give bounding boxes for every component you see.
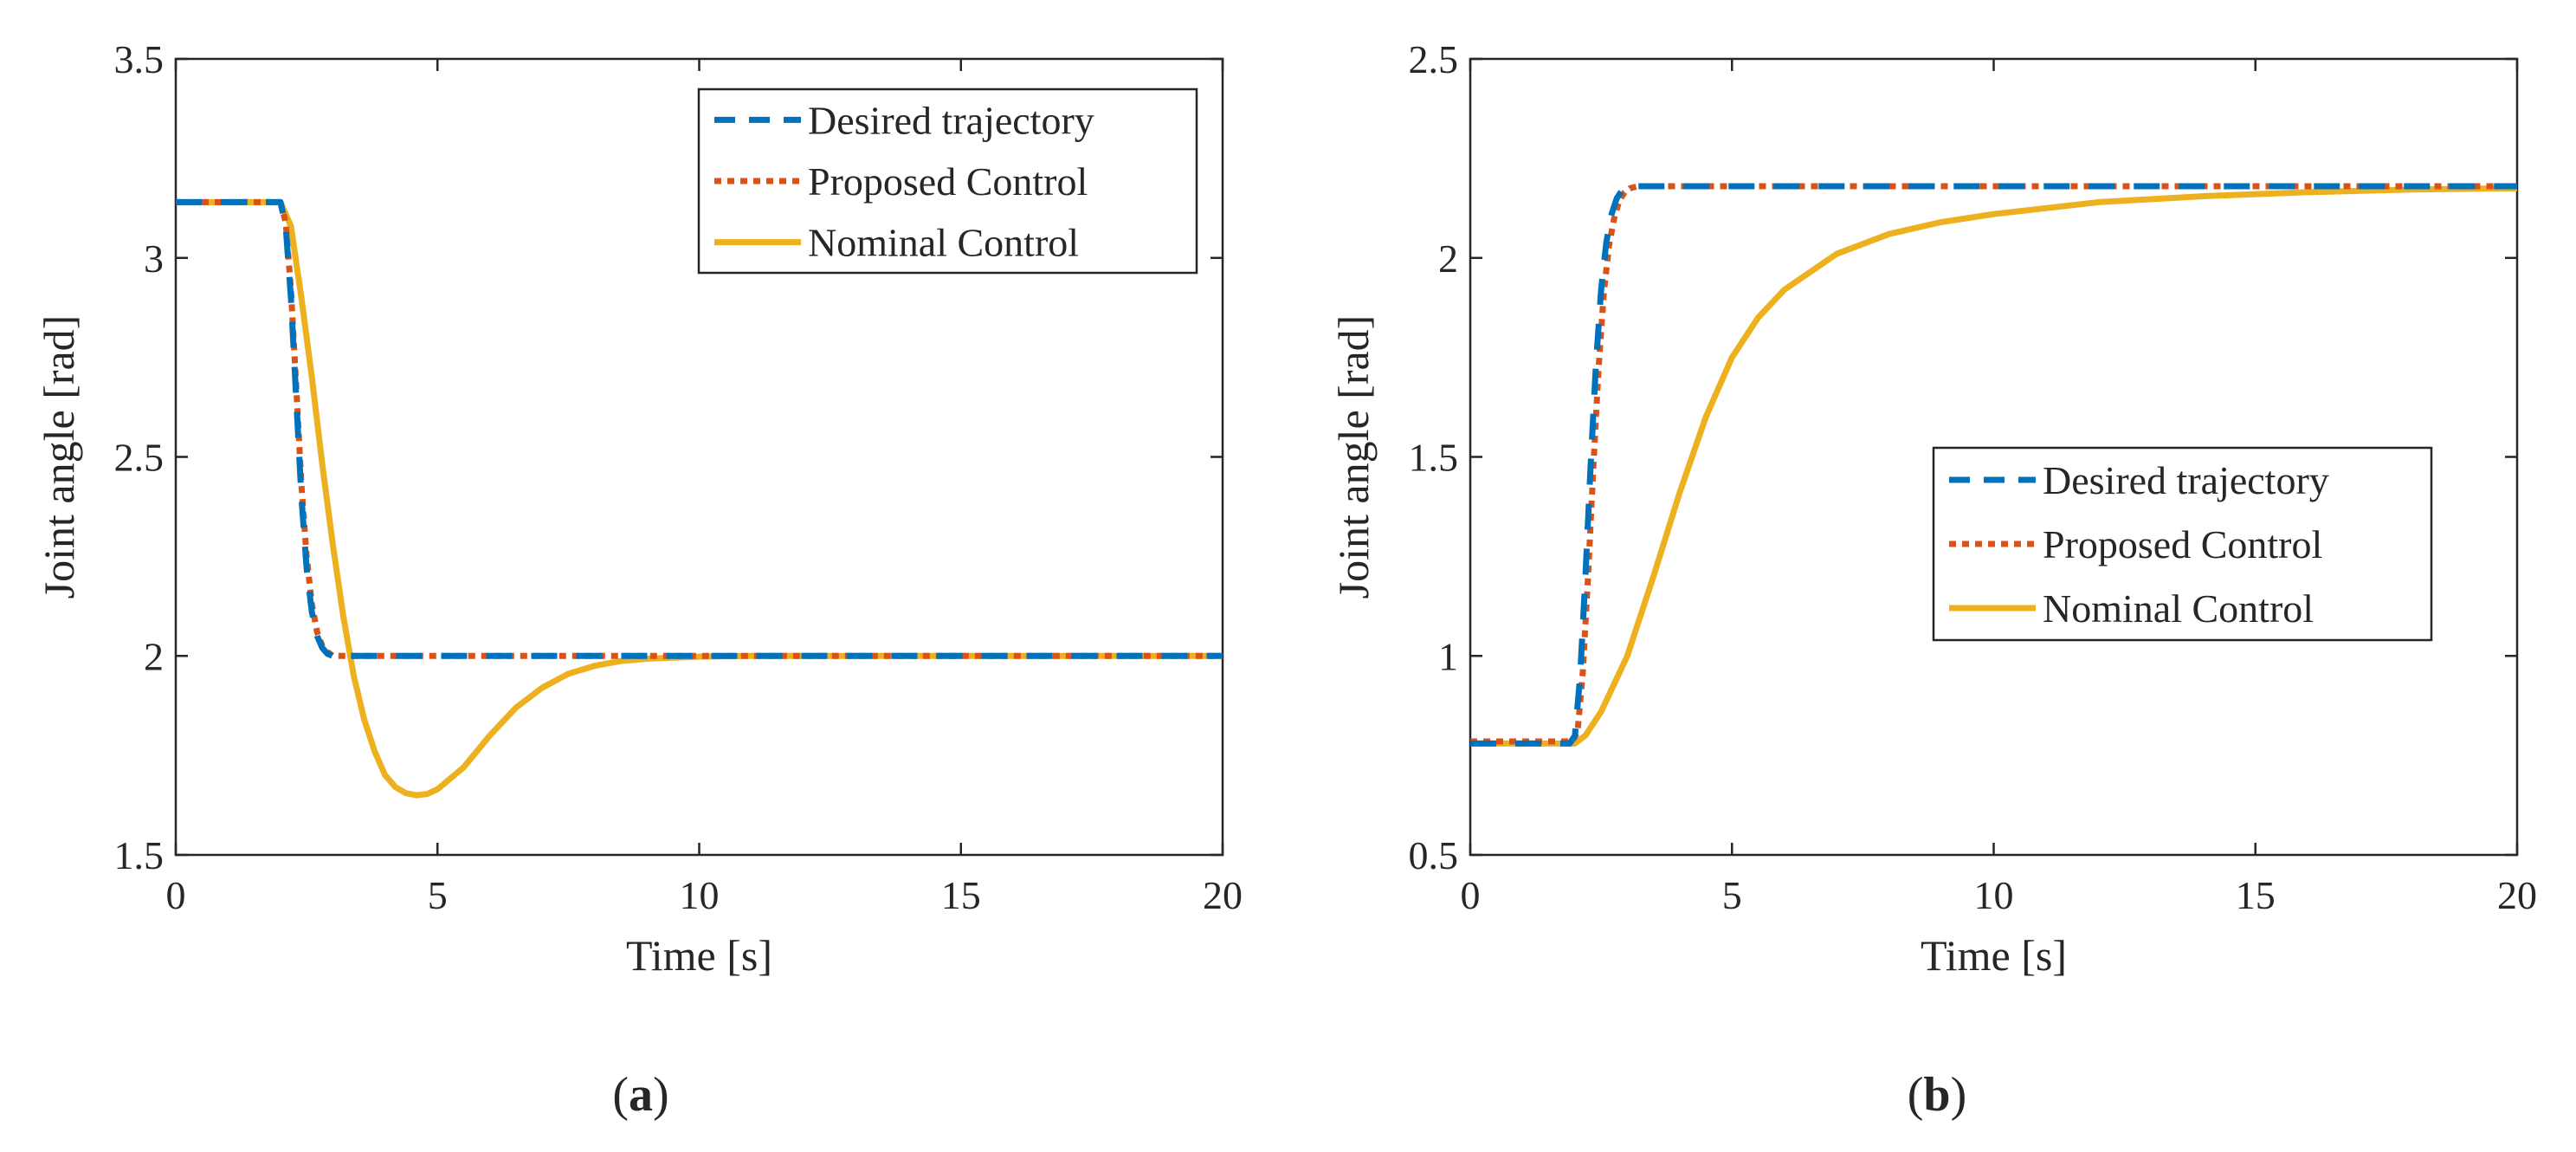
y-tick-label: 1.5	[114, 833, 165, 877]
y-tick-label: 2	[1438, 236, 1458, 281]
x-tick-label: 0	[1461, 873, 1481, 917]
caption-open-paren: (	[1908, 1068, 1924, 1122]
legend-label: Desired trajectory	[808, 98, 1094, 142]
y-tick-label: 1	[1438, 634, 1458, 678]
y-tick-label: 3	[144, 236, 164, 281]
y-tick-label: 0.5	[1409, 833, 1459, 877]
x-tick-label: 15	[2236, 873, 2276, 917]
y-tick-label: 2	[144, 634, 164, 678]
series-line-desired-trajectory	[176, 198, 1223, 659]
caption-letter: a	[629, 1068, 653, 1122]
legend-label: Proposed Control	[808, 159, 1088, 204]
y-tick-label: 2.5	[1409, 37, 1459, 81]
x-axis-label: Time [s]	[1921, 931, 2067, 980]
series-line-desired-trajectory	[1470, 183, 2517, 747]
x-tick-label: 0	[166, 873, 186, 917]
legend-label: Proposed Control	[2043, 522, 2322, 566]
y-axis-label: Joint angle [rad]	[35, 315, 83, 599]
caption-close-paren: )	[1951, 1068, 1967, 1122]
x-tick-label: 5	[1722, 873, 1742, 917]
legend-label: Nominal Control	[808, 221, 1079, 265]
x-tick-label: 10	[1974, 873, 2014, 917]
caption-open-paren: (	[612, 1068, 629, 1122]
x-tick-label: 20	[1203, 873, 1243, 917]
legend-label: Nominal Control	[2043, 586, 2314, 631]
y-tick-label: 2.5	[114, 436, 165, 480]
x-tick-label: 10	[680, 873, 720, 917]
panel-b-chart: 0 5 10 15 20 0.5 1 1.5 2 2.5 Time [s] Joint angle […	[1329, 37, 2537, 1122]
panel-caption: (a)	[612, 1068, 668, 1122]
panel-caption: (b)	[1908, 1068, 1966, 1122]
legend: Desired trajectory Proposed Control Nomina…	[1932, 446, 2433, 642]
series-line-nominal-control	[1470, 184, 2517, 747]
panel-a-chart: 0 5 10 15 20 1.5 2 2.5 3 3.5 Time [s] Joint angle […	[35, 37, 1243, 1122]
x-tick-label: 20	[2497, 873, 2537, 917]
y-axis-label: Joint angle [rad]	[1329, 315, 1378, 599]
legend: Desired trajectory Proposed Control Nomina…	[697, 87, 1198, 275]
y-tick-label: 3.5	[114, 37, 165, 81]
x-tick-label: 15	[941, 873, 981, 917]
y-tick-label: 1.5	[1409, 436, 1459, 480]
caption-close-paren: )	[653, 1068, 669, 1122]
caption-letter: b	[1923, 1068, 1950, 1122]
legend-label: Desired trajectory	[2043, 458, 2329, 502]
x-axis-label: Time [s]	[626, 931, 772, 980]
x-tick-label: 5	[428, 873, 448, 917]
